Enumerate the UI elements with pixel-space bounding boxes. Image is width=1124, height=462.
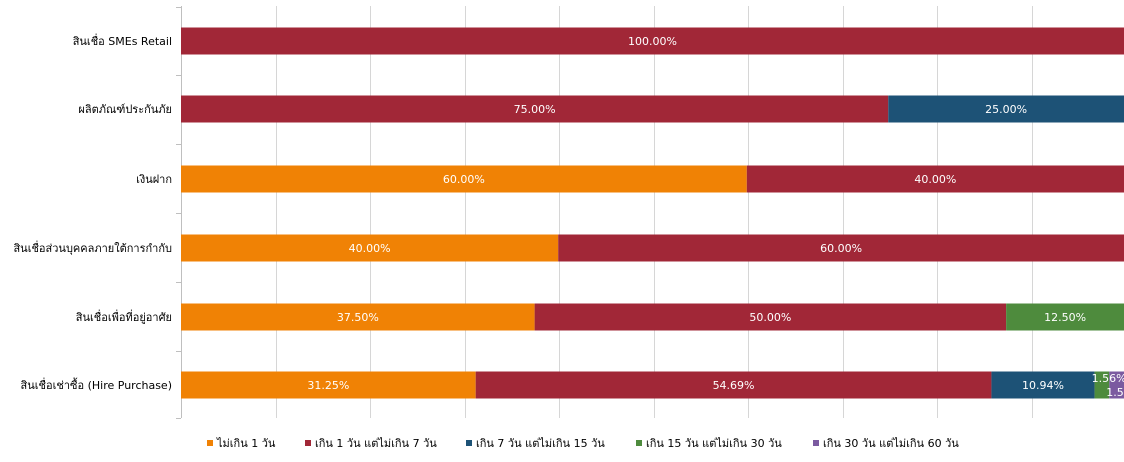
legend-label-4: เกิน 30 วัน แต่ไม่เกิน 60 วัน [823,437,959,450]
bar-segment-5-1 [475,371,992,399]
bar-segment-4-1 [534,303,1007,331]
data-label-5-1: 54.69% [713,379,755,392]
legend-swatch-0 [207,440,213,446]
bar-segment-2-0 [181,165,747,193]
data-label-0-1: 100.00% [628,35,677,48]
bar-segment-5-2 [991,371,1095,399]
legend-label-1: เกิน 1 วัน แต่ไม่เกิน 7 วัน [315,437,437,450]
data-label-5-4: 1.56 [1106,386,1124,399]
legend-swatch-4 [813,440,819,446]
category-label-1: ผลิตภัณฑ์ประกันภัย [78,103,172,116]
bar-segment-5-3 [1094,371,1110,399]
axes [176,6,182,419]
bar-segment-4-0 [181,303,535,331]
legend-swatch-1 [305,440,311,446]
bar-segment-1-1 [181,95,889,123]
category-label-4: สินเชื่อเพื่อที่อยู่อาศัย [76,309,172,324]
data-label-1-1: 75.00% [514,103,556,116]
legend-label-3: เกิน 15 วัน แต่ไม่เกิน 30 วัน [646,437,782,450]
bar-segment-3-1 [558,234,1124,262]
data-label-2-0: 60.00% [443,173,485,186]
bar-segment-0-1 [181,27,1124,55]
legend-swatch-2 [466,440,472,446]
bar-segment-1-2 [888,95,1124,123]
data-label-3-1: 60.00% [820,242,862,255]
data-label-4-0: 37.50% [337,311,379,324]
bar-segment-3-0 [181,234,559,262]
data-label-4-1: 50.00% [749,311,791,324]
data-label-4-3: 12.50% [1044,311,1086,324]
legend-label-0: ไม่เกิน 1 วัน [216,437,276,450]
data-label-5-2: 10.94% [1022,379,1064,392]
data-label-3-0: 40.00% [349,242,391,255]
bars: 100.00% 75.00% 25.00% 60.00% 40.00% 40.00% 60.… [181,27,1124,399]
category-label-3: สินเชื่อส่วนบุคคลภายใต้การกำกับ [13,240,172,255]
legend-label-2: เกิน 7 วัน แต่ไม่เกิน 15 วัน [476,437,605,450]
data-label-1-2: 25.00% [985,103,1027,116]
category-label-2: เงินฝาก [136,173,172,186]
category-label-5: สินเชื่อเช่าซื้อ (Hire Purchase) [20,377,172,392]
category-labels: สินเชื่อ SMEs Retail ผลิตภัณฑ์ประกันภัยเง… [13,33,172,392]
legend: ไม่เกิน 1 วัน เกิน 1 วัน แต่ไม่เกิน 7 วัน… [207,437,959,450]
bar-segment-5-4 [1109,371,1124,399]
category-label-0: สินเชื่อ SMEs Retail [72,33,172,48]
data-label-5-0: 31.25% [307,379,349,392]
legend-swatch-3 [636,440,642,446]
bar-segment-2-1 [746,165,1124,193]
bar-segment-5-0 [181,371,476,399]
data-label-5-3: 1.56% [1092,372,1124,385]
bar-segment-4-3 [1006,303,1124,331]
gridlines [181,6,1033,418]
data-label-2-1: 40.00% [914,173,956,186]
